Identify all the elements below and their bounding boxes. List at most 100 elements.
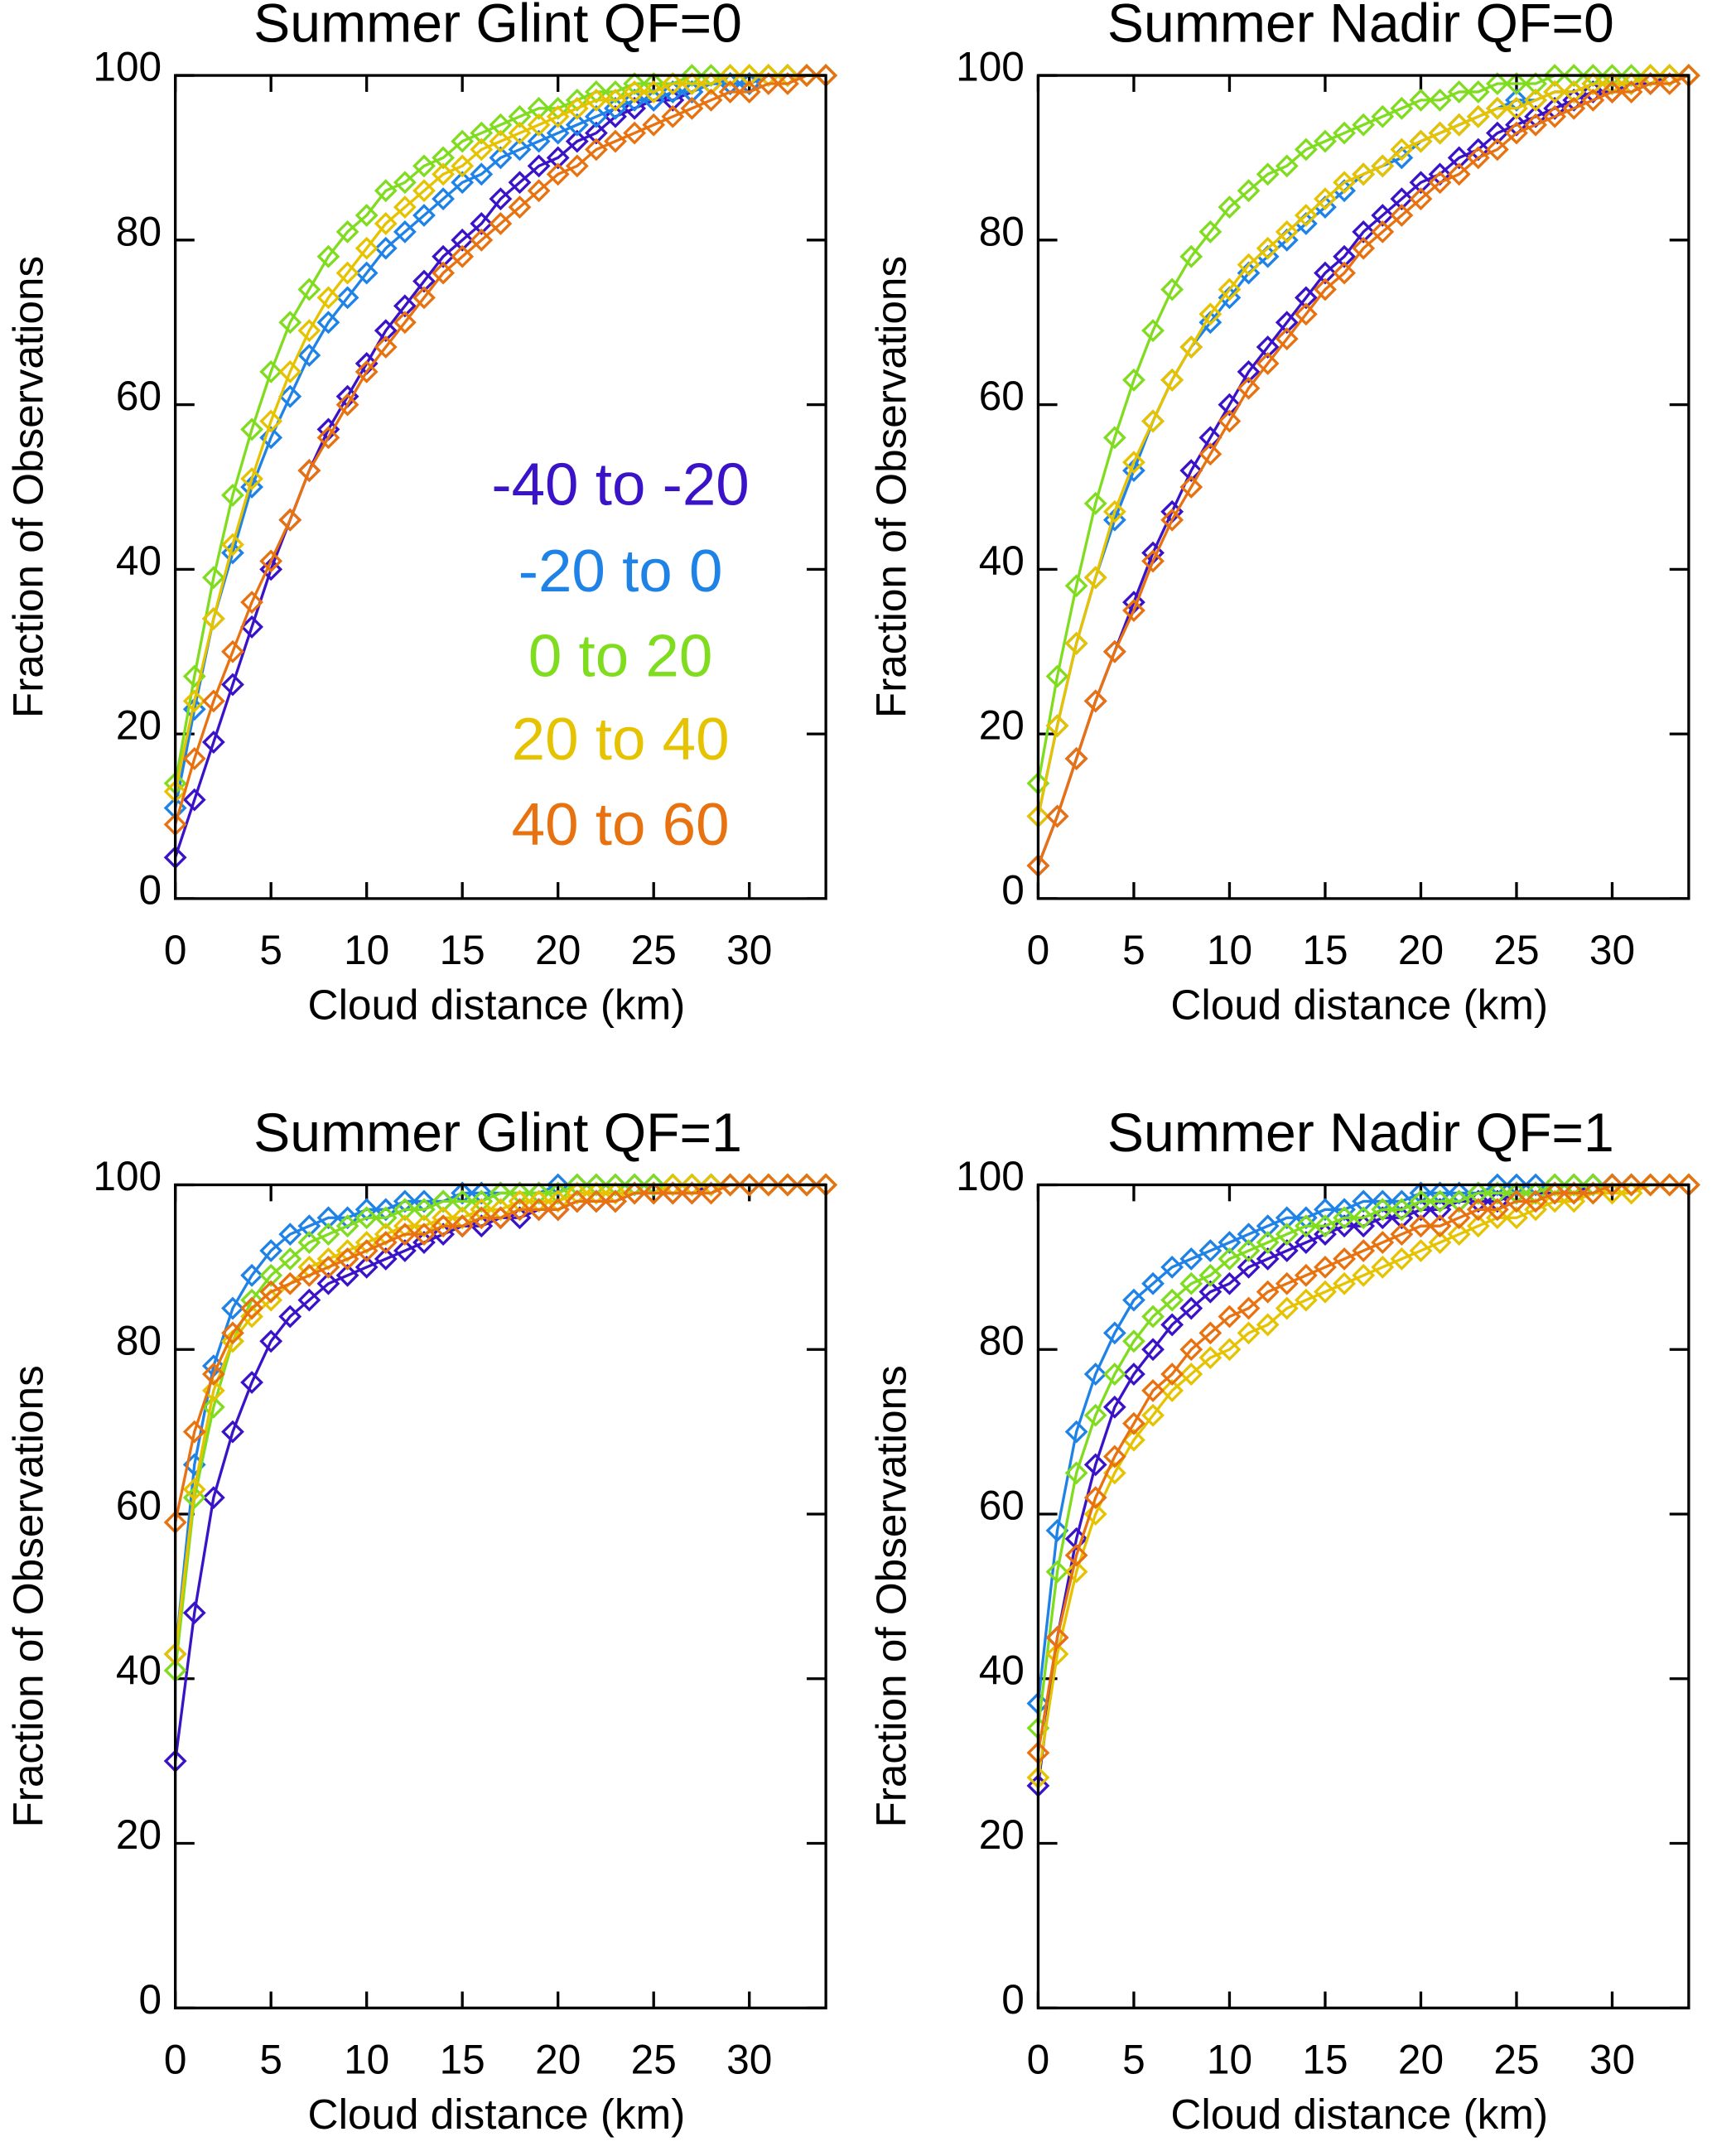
diamond-marker: [240, 1296, 263, 1320]
diamond-marker: [623, 121, 647, 145]
diamond-marker: [221, 483, 244, 507]
diamond-marker: [489, 113, 513, 137]
diamond-marker: [1237, 1223, 1261, 1247]
diamond-marker: [1102, 1321, 1126, 1345]
diamond-marker: [1428, 171, 1452, 195]
diamond-marker: [1294, 1214, 1318, 1238]
diamond-marker: [1466, 1214, 1490, 1238]
y-tick-label: 60: [979, 1483, 1025, 1529]
y-tick-label: 40: [116, 1647, 162, 1693]
diamond-marker: [1390, 1223, 1414, 1247]
diamond-marker: [1638, 1173, 1662, 1197]
chart-panel: Summer Glint QF=0 Cloud distance (km) Frac…: [5, 0, 838, 1029]
diamond-marker: [1314, 1280, 1337, 1304]
diamond-marker: [1237, 1239, 1261, 1262]
diamond-marker: [1371, 219, 1395, 244]
diamond-marker: [1352, 236, 1376, 260]
chart-panel: Summer Nadir QF=1 Cloud distance (km) Frac…: [867, 1102, 1700, 2138]
diamond-marker: [1390, 96, 1414, 120]
diamond-marker: [546, 1198, 570, 1222]
diamond-marker: [623, 80, 647, 104]
series-line: [1036, 1183, 1689, 1778]
diamond-marker: [1237, 359, 1261, 383]
diamond-marker: [1141, 1379, 1165, 1402]
diamond-marker: [1198, 1263, 1223, 1287]
y-tick-label: 20: [979, 1811, 1025, 1858]
diamond-marker: [354, 236, 379, 260]
series-line: [174, 74, 827, 808]
diamond-marker: [1160, 1313, 1184, 1337]
diamond-marker: [1371, 104, 1395, 128]
diamond-marker: [335, 1214, 359, 1238]
diamond-marker: [1179, 1296, 1203, 1320]
diamond-marker: [240, 615, 263, 639]
diamond-marker: [584, 88, 608, 112]
diamond-marker: [1333, 121, 1356, 145]
diamond-marker: [1409, 1189, 1433, 1213]
diamond-marker: [1581, 1181, 1605, 1205]
diamond-marker: [354, 204, 379, 227]
diamond-marker: [470, 212, 494, 235]
diamond-marker: [297, 344, 321, 367]
diamond-marker: [1447, 113, 1471, 137]
diamond-marker: [1485, 96, 1509, 120]
diamond-marker: [642, 113, 666, 137]
chart-panel: Summer Nadir QF=0 Cloud distance (km) Frac…: [867, 0, 1700, 1029]
diamond-marker: [1562, 1181, 1586, 1205]
x-tick-label: 0: [164, 2037, 187, 2083]
diamond-marker: [527, 96, 551, 120]
diamond-marker: [508, 104, 532, 128]
diamond-marker: [1466, 80, 1490, 104]
legend-label: 0 to 20: [528, 622, 712, 689]
diamond-marker: [1237, 1296, 1261, 1320]
diamond-marker: [451, 171, 475, 195]
x-tick-label: 25: [1493, 2037, 1539, 2083]
diamond-marker: [1428, 88, 1452, 112]
diamond-marker: [776, 72, 799, 95]
diamond-marker: [1179, 1363, 1203, 1386]
diamond-marker: [737, 1173, 761, 1197]
diamond-marker: [1064, 1543, 1088, 1567]
diamond-marker: [1256, 335, 1280, 359]
diamond-marker: [335, 1263, 359, 1287]
diamond-marker: [680, 72, 704, 95]
diamond-marker: [412, 269, 436, 293]
diamond-marker: [1447, 1223, 1471, 1247]
diamond-marker: [1562, 80, 1586, 104]
diamond-marker: [1466, 104, 1490, 128]
x-tick-label: 10: [344, 2037, 389, 2083]
diamond-marker: [374, 236, 398, 260]
diamond-marker: [201, 1363, 225, 1386]
diamond-marker: [1045, 804, 1069, 828]
diamond-marker: [604, 129, 627, 153]
diamond-marker: [316, 311, 340, 335]
diamond-marker: [1543, 64, 1567, 87]
diamond-marker: [489, 212, 513, 235]
diamond-marker: [1083, 1363, 1107, 1386]
diamond-marker: [508, 1198, 532, 1222]
diamond-marker: [1275, 1239, 1299, 1262]
y-tick-label: 20: [979, 702, 1025, 749]
diamond-marker: [1237, 1255, 1261, 1279]
diamond-marker: [470, 1206, 494, 1230]
diamond-marker: [297, 277, 321, 301]
diamond-marker: [1524, 1189, 1547, 1213]
diamond-marker: [451, 129, 475, 153]
diamond-marker: [182, 747, 206, 770]
diamond-marker: [316, 1206, 340, 1230]
diamond-marker: [1218, 195, 1242, 219]
diamond-marker: [316, 1255, 340, 1279]
diamond-marker: [201, 1395, 225, 1419]
x-axis-label: Cloud distance (km): [1170, 2091, 1548, 2138]
diamond-marker: [546, 104, 570, 128]
diamond-marker: [508, 171, 532, 195]
diamond-marker: [642, 80, 666, 104]
diamond-marker: [221, 639, 244, 663]
x-tick-label: 15: [1302, 927, 1348, 973]
diamond-marker: [297, 1214, 321, 1238]
diamond-marker: [1333, 261, 1356, 285]
diamond-marker: [1638, 72, 1662, 95]
diamond-marker: [1256, 351, 1280, 375]
diamond-marker: [1352, 1189, 1376, 1213]
y-tick-label: 0: [1001, 866, 1025, 913]
